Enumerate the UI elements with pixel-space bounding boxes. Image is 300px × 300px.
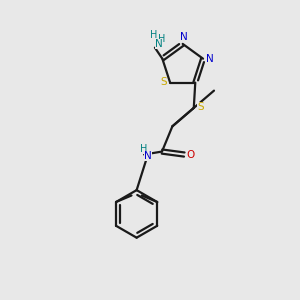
Text: S: S <box>197 102 204 112</box>
Text: H: H <box>158 34 165 44</box>
Text: N: N <box>180 32 188 42</box>
Text: S: S <box>161 77 167 87</box>
Text: O: O <box>186 149 194 160</box>
Text: N: N <box>144 151 152 161</box>
Text: H: H <box>140 144 147 154</box>
Text: N: N <box>155 39 163 49</box>
Text: H: H <box>150 30 157 40</box>
Text: N: N <box>206 54 214 64</box>
